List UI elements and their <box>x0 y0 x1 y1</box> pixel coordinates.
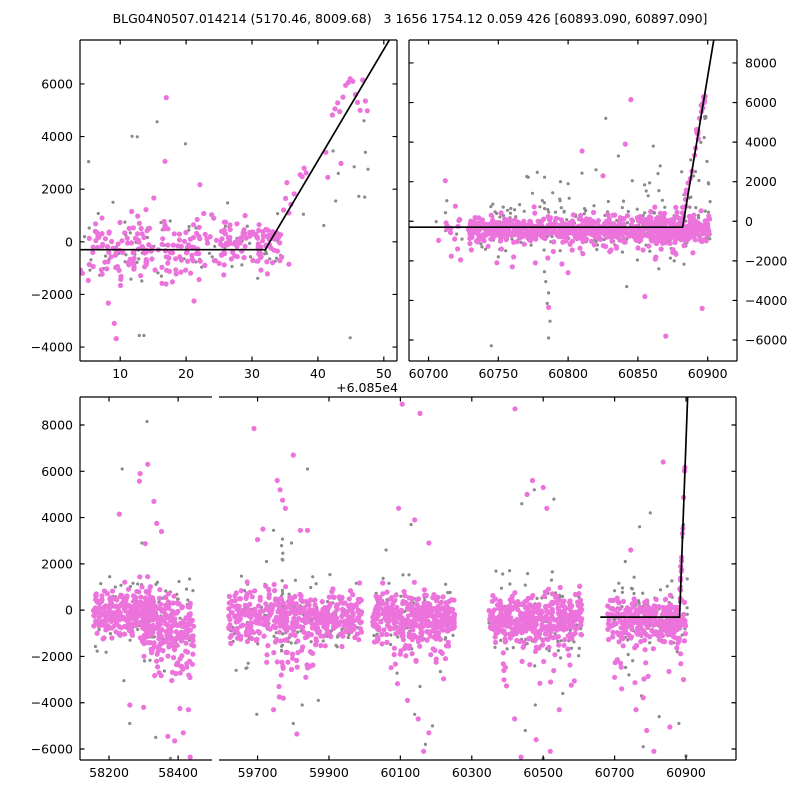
y-tick-label: 2000 <box>41 182 73 197</box>
y-tick-label: 0 <box>65 603 73 618</box>
y-tick-label: −4000 <box>31 340 73 355</box>
y-tick-label: 6000 <box>745 95 777 110</box>
x-tick-label: 60900 <box>688 366 728 381</box>
panel-1-points <box>226 397 689 760</box>
y-tick-label: −4000 <box>745 293 787 308</box>
panel-0-points <box>409 40 715 348</box>
x-tick-label: 60900 <box>666 765 706 780</box>
y-tick-label: 4000 <box>745 135 777 150</box>
panel-0-points <box>80 40 391 342</box>
model-line <box>80 40 391 251</box>
y-tick-label: −2000 <box>745 253 787 268</box>
y-tick-label: 0 <box>745 214 753 229</box>
y-tick-label: 6000 <box>41 76 73 91</box>
y-tick-label: −4000 <box>31 695 73 710</box>
x-tick-label: 50 <box>376 366 392 381</box>
y-tick-label: −6000 <box>31 742 73 757</box>
x-tick-label: 59900 <box>309 765 349 780</box>
x-tick-label: 60850 <box>618 366 658 381</box>
y-tick-label: 8000 <box>41 418 73 433</box>
y-tick-label: −6000 <box>745 333 787 348</box>
x-tick-label: 59700 <box>238 765 278 780</box>
x-tick-label: 60500 <box>523 765 563 780</box>
model-line <box>409 40 715 229</box>
tick-marks <box>409 40 737 361</box>
x-tick-label: 60300 <box>452 765 492 780</box>
x-tick-label: 60800 <box>548 366 588 381</box>
y-tick-label: −2000 <box>31 649 73 664</box>
y-tick-label: 4000 <box>41 510 73 525</box>
magenta-points <box>226 401 689 760</box>
x-tick-label: 20 <box>178 366 194 381</box>
x-tick-label: 60700 <box>595 765 635 780</box>
x-tick-label: 40 <box>310 366 326 381</box>
plot-upper-left: 10 20 30 40 50 −4000 −2000 0 2000 4000 6000 +6.085e… <box>31 39 398 395</box>
x-tick-label: 30 <box>244 366 260 381</box>
figure-title: BLG04N0507.014214 (5170.46, 8009.68) 3 1… <box>112 11 708 26</box>
model-line <box>600 397 689 618</box>
x-tick-label: 60750 <box>478 366 518 381</box>
x-axis-offset-label: +6.085e4 <box>336 380 398 395</box>
tick-marks <box>80 397 736 760</box>
y-tick-label: 8000 <box>745 55 777 70</box>
panel-0-points <box>90 419 197 760</box>
y-tick-label: 2000 <box>41 556 73 571</box>
tick-marks <box>80 40 397 361</box>
y-tick-label: 4000 <box>41 129 73 144</box>
magenta-points <box>80 76 370 342</box>
y-tick-label: 0 <box>65 234 73 249</box>
y-tick-label: 6000 <box>41 464 73 479</box>
x-tick-label: 10 <box>112 366 128 381</box>
x-tick-label: 60700 <box>409 366 449 381</box>
x-tick-label: 58400 <box>158 765 198 780</box>
y-tick-label: −2000 <box>31 287 73 302</box>
plot-bottom: 58200 58400 −6000 −4000 −2000 0 2000 4000 6000 80… <box>31 396 737 780</box>
magenta-points <box>90 461 197 760</box>
x-tick-label: 58200 <box>89 765 129 780</box>
x-tick-label: 60100 <box>380 765 420 780</box>
y-tick-label: 2000 <box>745 174 777 189</box>
plot-upper-right: 60700 60750 60800 60850 60900 −6000 −4000 −2000… <box>408 39 787 381</box>
